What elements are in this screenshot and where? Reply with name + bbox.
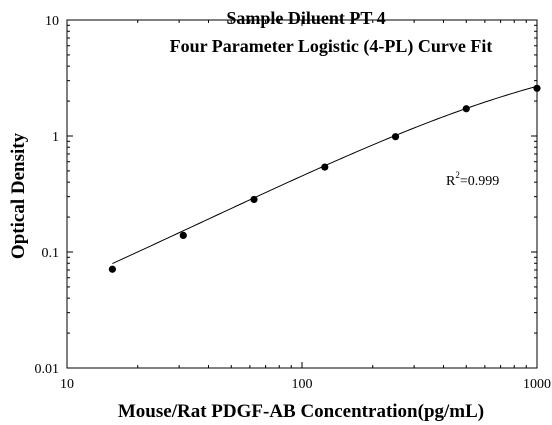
x-axis-ticks: 10 100 1000 <box>60 20 551 392</box>
y-tick-label: 10 <box>45 14 59 29</box>
x-tick-label: 100 <box>292 377 313 392</box>
data-points-layer <box>108 84 541 273</box>
data-point <box>250 195 258 204</box>
data-point <box>533 84 541 92</box>
x-tick-label: 10 <box>60 377 74 392</box>
y-tick-label: 0.1 <box>42 246 60 261</box>
x-tick-label: 1000 <box>523 377 551 392</box>
plot-border <box>66 19 538 369</box>
chart-title: Sample Diluent PT 4 <box>226 8 385 28</box>
y-axis-ticks: 0.01 0.1 1 10 <box>35 14 537 377</box>
y-axis-title: Optical Density <box>8 132 29 259</box>
data-point <box>179 231 187 240</box>
r-squared-value: =0.999 <box>460 174 499 189</box>
chart-subtitle: Four Parameter Logistic (4-PL) Curve Fit <box>170 36 493 57</box>
r-squared-annotation: R2=0.999 <box>446 170 499 189</box>
r-squared-label: R <box>446 174 456 189</box>
data-point <box>462 105 470 113</box>
r-squared-exponent: 2 <box>455 170 460 180</box>
plot-area <box>66 19 538 369</box>
data-point <box>391 133 400 141</box>
x-axis-title: Mouse/Rat PDGF-AB Concentration(pg/mL) <box>118 401 484 422</box>
y-tick-label: 0.01 <box>35 362 60 377</box>
y-tick-label: 1 <box>52 130 59 145</box>
data-point <box>321 163 329 171</box>
data-point <box>108 265 116 273</box>
